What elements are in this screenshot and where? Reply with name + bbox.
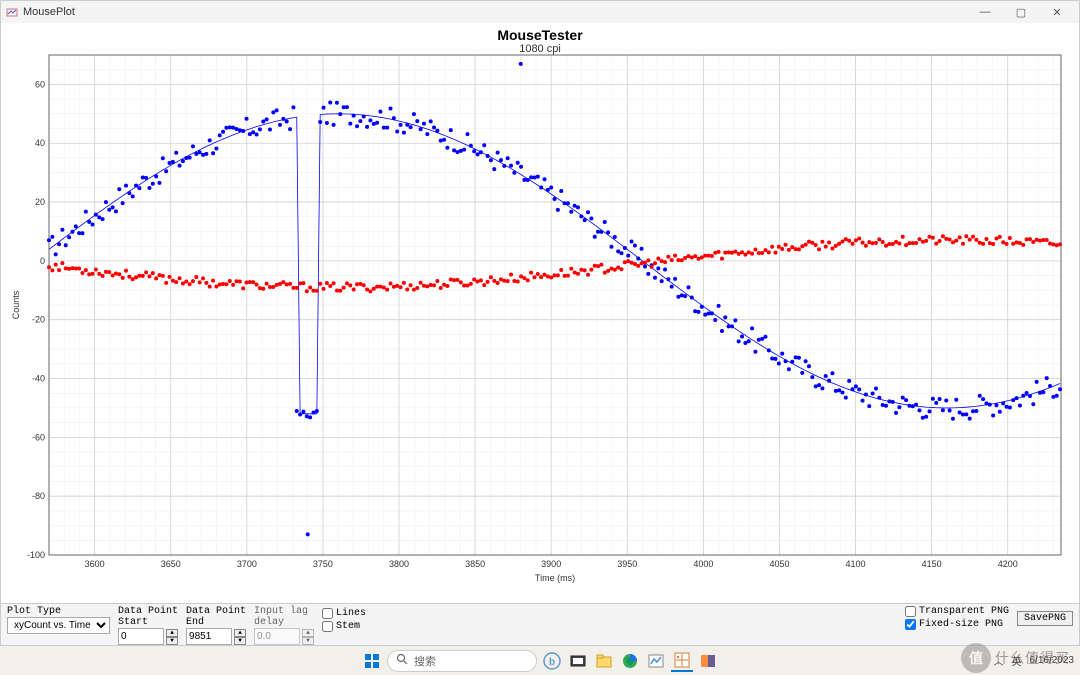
app3-icon[interactable] — [697, 650, 719, 672]
explorer-icon[interactable] — [593, 650, 615, 672]
plot-type-label: Plot Type — [7, 606, 110, 617]
svg-text:-40: -40 — [32, 374, 45, 384]
svg-text:20: 20 — [35, 197, 45, 207]
svg-text:-80: -80 — [32, 491, 45, 501]
app-window: MousePlot — ▢ ✕ MouseTester 1080 cpi 360… — [0, 0, 1080, 646]
titlebar: MousePlot — ▢ ✕ — [1, 1, 1079, 23]
dp-start-label: Data Point Start — [118, 606, 178, 628]
svg-text:4100: 4100 — [846, 559, 866, 569]
svg-text:40: 40 — [35, 138, 45, 148]
minimize-button[interactable]: — — [967, 1, 1003, 23]
tray-date: 6/16/2023 — [1030, 655, 1075, 666]
input-lag-label: Input lag delay — [254, 606, 314, 628]
search-icon — [396, 653, 408, 668]
transparent-checkbox[interactable] — [905, 606, 916, 617]
taskview-icon[interactable] — [567, 650, 589, 672]
svg-text:-60: -60 — [32, 432, 45, 442]
svg-text:4200: 4200 — [998, 559, 1018, 569]
chart-area: MouseTester 1080 cpi 3600365037003750380… — [1, 23, 1079, 603]
ime-indicator[interactable]: 英 — [1012, 653, 1022, 668]
svg-text:4000: 4000 — [693, 559, 713, 569]
stem-checkbox[interactable] — [322, 621, 333, 632]
svg-text:3950: 3950 — [617, 559, 637, 569]
svg-text:-20: -20 — [32, 315, 45, 325]
lines-label: Lines — [336, 608, 366, 619]
svg-text:0: 0 — [40, 256, 45, 266]
plot-canvas: 3600 3650 3700 3750 3800 3850 3900 3950 4000 4050… — [7, 49, 1069, 589]
fixed-size-label: Fixed-size PNG — [919, 619, 1003, 630]
start-button[interactable] — [361, 650, 383, 672]
app2-icon[interactable] — [671, 650, 693, 672]
close-button[interactable]: ✕ — [1039, 1, 1075, 23]
dp-start-input[interactable] — [118, 628, 164, 645]
input-lag-input — [254, 628, 300, 645]
content-area: MouseTester 1080 cpi 3600365037003750380… — [1, 23, 1079, 645]
edge-icon[interactable] — [619, 650, 641, 672]
dp-end-input[interactable] — [186, 628, 232, 645]
taskbar: 搜索 b ︿ 英 6/16/2023 — [0, 646, 1080, 675]
app1-icon[interactable] — [645, 650, 667, 672]
taskbar-search[interactable]: 搜索 — [387, 650, 537, 672]
svg-text:3700: 3700 — [237, 559, 257, 569]
tray-chevron-icon[interactable]: ︿ — [994, 653, 1004, 668]
lines-checkbox[interactable] — [322, 608, 333, 619]
svg-text:-100: -100 — [27, 550, 45, 560]
svg-text:3650: 3650 — [161, 559, 181, 569]
svg-text:4050: 4050 — [769, 559, 789, 569]
maximize-button[interactable]: ▢ — [1003, 1, 1039, 23]
svg-text:3600: 3600 — [85, 559, 105, 569]
window-title: MousePlot — [23, 6, 967, 18]
svg-text:60: 60 — [35, 79, 45, 89]
svg-text:b: b — [549, 657, 555, 668]
svg-text:Counts: Counts — [11, 290, 21, 319]
app-icon — [5, 5, 19, 19]
dp-start-spin[interactable]: ▲▼ — [166, 629, 178, 645]
input-lag-spin: ▲▼ — [302, 629, 314, 645]
svg-text:3850: 3850 — [465, 559, 485, 569]
svg-text:3900: 3900 — [541, 559, 561, 569]
plot-type-select[interactable]: xyCount vs. Time — [7, 617, 110, 634]
dp-end-label: Data Point End — [186, 606, 246, 628]
fixed-size-checkbox[interactable] — [905, 619, 916, 630]
controls-panel: Plot Type xyCount vs. Time Data Point St… — [1, 603, 1079, 645]
svg-text:Time (ms): Time (ms) — [535, 573, 575, 583]
save-png-button[interactable]: SavePNG — [1017, 611, 1073, 626]
svg-text:4150: 4150 — [922, 559, 942, 569]
dp-end-spin[interactable]: ▲▼ — [234, 629, 246, 645]
stem-label: Stem — [336, 621, 360, 632]
transparent-label: Transparent PNG — [919, 606, 1009, 617]
search-placeholder: 搜索 — [414, 653, 436, 669]
bing-icon[interactable]: b — [541, 650, 563, 672]
chart-title: MouseTester — [1, 27, 1079, 43]
svg-text:3750: 3750 — [313, 559, 333, 569]
svg-text:3800: 3800 — [389, 559, 409, 569]
